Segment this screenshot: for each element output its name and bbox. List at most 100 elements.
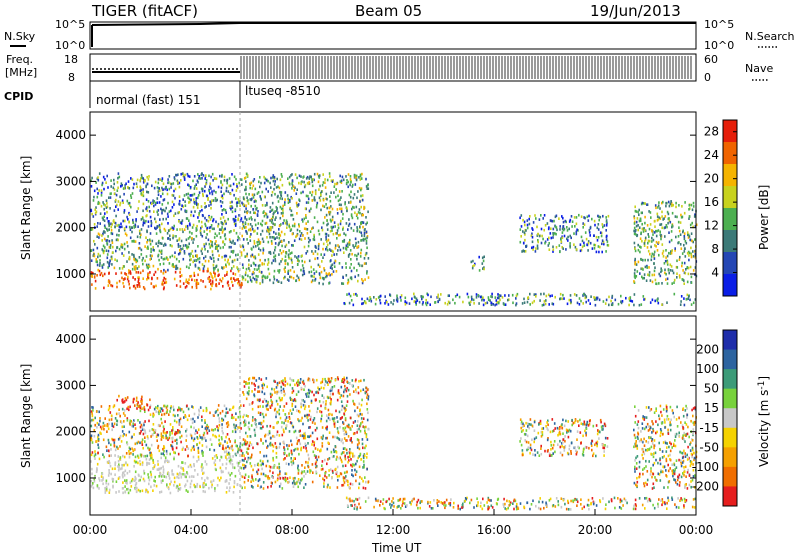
echo-cell <box>148 205 150 209</box>
echo-cell <box>230 269 232 273</box>
echo-cell <box>136 267 139 270</box>
echo-cell <box>204 206 206 209</box>
echo-cell <box>177 211 179 215</box>
echo-cell <box>172 182 175 185</box>
echo-cell <box>318 196 321 200</box>
echo-cell <box>221 409 224 413</box>
echo-cell <box>210 206 212 210</box>
echo-cell <box>430 295 432 299</box>
echo-cell <box>172 234 174 237</box>
echo-cell <box>135 219 137 223</box>
echo-cell <box>298 223 300 226</box>
echo-cell <box>247 274 249 278</box>
echo-cell <box>355 479 357 483</box>
echo-cell <box>272 445 275 448</box>
echo-cell <box>261 278 264 282</box>
echo-cell <box>124 397 127 400</box>
echo-cell <box>340 181 343 184</box>
echo-cell <box>347 483 349 487</box>
echo-cell <box>133 419 135 422</box>
echo-cell <box>584 296 587 300</box>
echo-cell <box>676 276 678 279</box>
echo-cell <box>228 245 231 249</box>
echo-cell <box>214 197 217 200</box>
echo-cell <box>216 484 219 487</box>
echo-cell <box>313 172 316 176</box>
echo-cell <box>214 177 216 180</box>
echo-cell <box>611 296 613 299</box>
echo-cell <box>345 262 347 265</box>
echo-cell <box>151 433 154 436</box>
echo-cell <box>148 462 151 465</box>
echo-cell <box>313 272 316 275</box>
echo-cell <box>199 231 202 234</box>
echo-cell <box>92 215 95 218</box>
echo-cell <box>91 406 93 409</box>
echo-cell <box>216 234 218 238</box>
echo-cell <box>605 224 608 227</box>
echo-cell <box>482 267 484 270</box>
echo-cell <box>418 300 421 304</box>
echo-cell <box>269 469 271 473</box>
echo-cell <box>163 449 165 453</box>
echo-cell <box>601 223 604 226</box>
echo-cell <box>602 214 604 218</box>
echo-cell <box>257 253 260 256</box>
echo-cell <box>328 206 331 210</box>
echo-cell <box>229 440 231 443</box>
echo-cell <box>150 475 153 479</box>
echo-cell <box>575 232 578 236</box>
echo-cell <box>647 249 650 253</box>
echo-cell <box>153 465 156 469</box>
echo-cell <box>156 186 159 189</box>
echo-cell <box>302 269 305 273</box>
echo-cell <box>163 281 166 285</box>
echo-cell <box>119 456 122 459</box>
echo-cell <box>448 294 450 297</box>
echo-cell <box>326 274 328 278</box>
echo-cell <box>562 293 564 297</box>
echo-cell <box>299 410 301 414</box>
echo-cell <box>237 448 240 451</box>
echo-cell <box>664 215 667 218</box>
echo-cell <box>147 276 149 280</box>
echo-cell <box>298 440 301 444</box>
echo-cell <box>348 201 350 204</box>
echo-cell <box>212 218 215 221</box>
echo-cell <box>180 222 183 225</box>
echo-cell <box>605 219 608 222</box>
echo-cell <box>102 263 105 266</box>
echo-cell <box>255 379 258 382</box>
echo-cell <box>104 226 106 229</box>
echo-cell <box>243 421 245 424</box>
echo-cell <box>257 244 259 247</box>
echo-cell <box>358 402 361 406</box>
echo-cell <box>241 277 244 281</box>
echo-cell <box>350 269 353 273</box>
echo-cell <box>194 249 197 253</box>
echo-cell <box>309 230 312 233</box>
echo-cell <box>135 260 137 264</box>
echo-cell <box>285 243 288 247</box>
echo-cell <box>605 229 607 232</box>
echo-cell <box>282 222 284 225</box>
echo-cell <box>585 237 588 241</box>
echo-cell <box>343 471 346 475</box>
echo-cell <box>258 240 260 243</box>
echo-cell <box>94 450 96 453</box>
echo-cell <box>350 277 353 281</box>
echo-cell <box>91 412 93 415</box>
echo-cell <box>108 272 110 275</box>
echo-cell <box>547 227 550 231</box>
echo-cell <box>295 192 298 195</box>
echo-cell <box>269 210 271 213</box>
echo-cell <box>249 278 252 282</box>
echo-cell <box>159 230 162 234</box>
echo-cell <box>152 264 155 268</box>
echo-cell <box>271 201 274 205</box>
echo-cell <box>327 238 330 242</box>
echo-cell <box>180 248 182 251</box>
echo-cell <box>276 209 278 212</box>
echo-cell <box>195 202 198 205</box>
echo-cell <box>168 262 171 265</box>
